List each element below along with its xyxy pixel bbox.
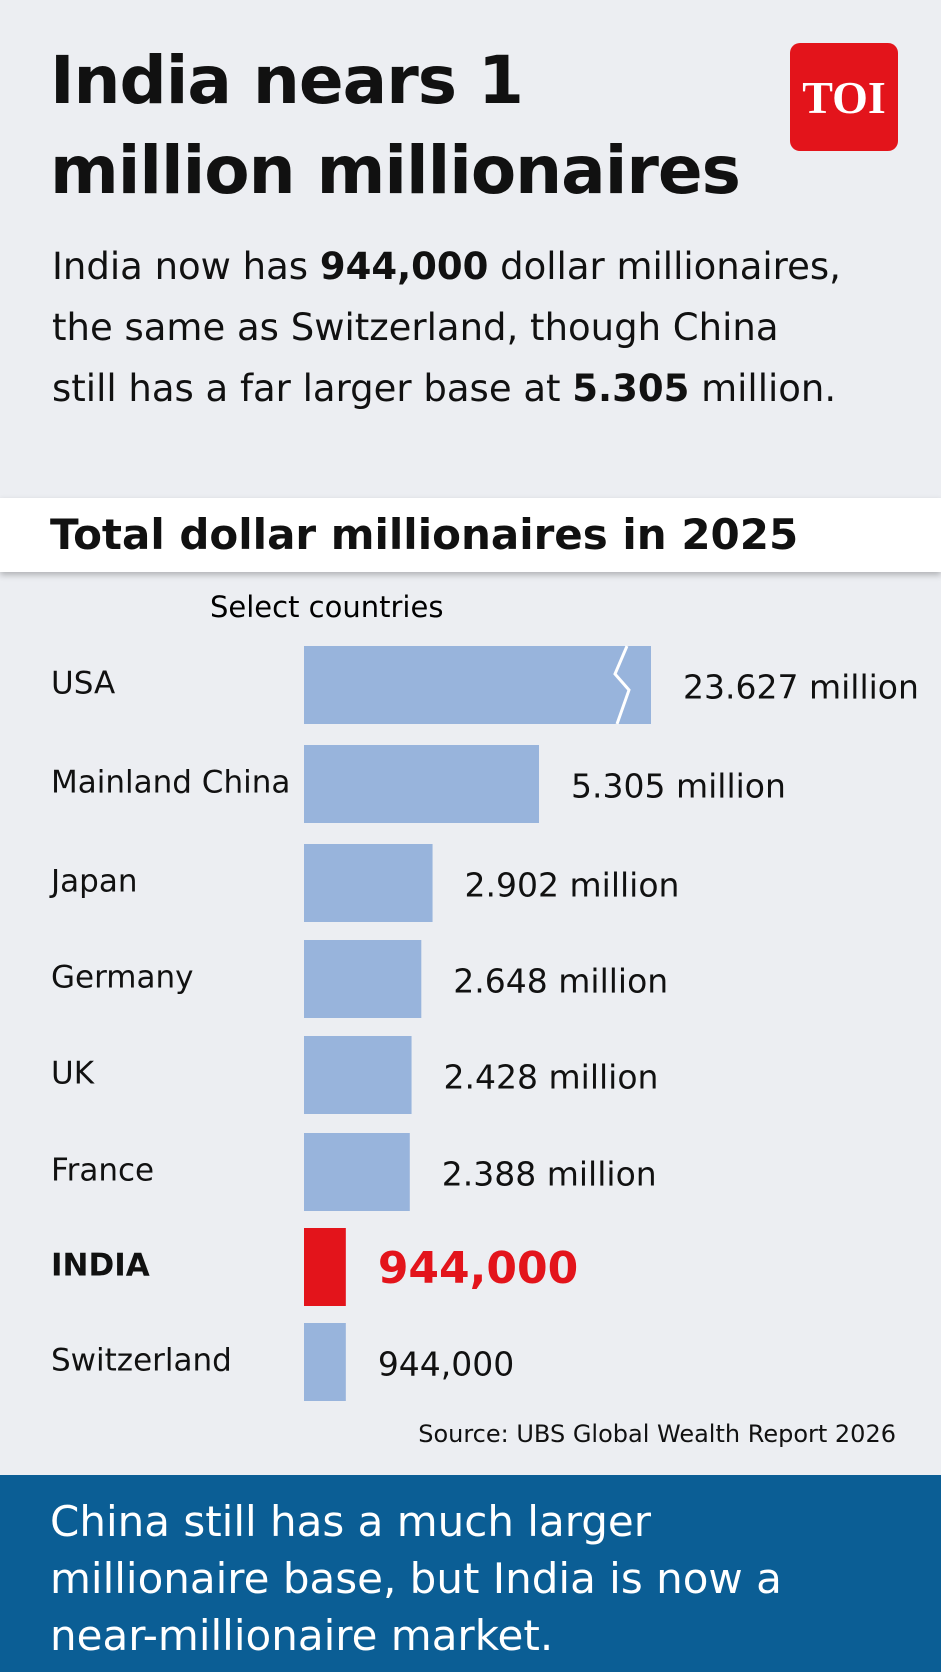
logo: TOI <box>790 43 898 151</box>
bar <box>304 940 422 1018</box>
category-label: Switzerland <box>51 1343 232 1379</box>
chart-title: Total dollar millionaires in 2025 <box>50 510 799 559</box>
axis-break <box>613 645 631 725</box>
source: Source: UBS Global Wealth Report 2026 <box>418 1420 896 1448</box>
footer-text: China still has a much larger millionair… <box>50 1497 782 1660</box>
value-label: 2.428 million <box>444 1058 659 1097</box>
subtitle-part: 5.305 <box>572 367 690 410</box>
value-label: 2.648 million <box>453 962 668 1001</box>
category-label: Germany <box>51 960 193 996</box>
chart-note: Select countries <box>210 590 443 624</box>
bar <box>304 1036 412 1114</box>
subtitle-part: million. <box>689 367 837 410</box>
subtitle: India now has 944,000 dollar millionaire… <box>52 236 842 419</box>
subtitle-part: 944,000 <box>319 245 489 288</box>
value-label: 23.627 million <box>683 668 919 707</box>
value-label: 2.902 million <box>465 866 680 905</box>
category-label: USA <box>51 666 115 702</box>
bar <box>304 1133 410 1211</box>
bar <box>304 1228 346 1306</box>
category-label: UK <box>51 1056 95 1092</box>
footer-band <box>0 1475 941 1672</box>
value-label: 944,000 <box>378 1243 578 1294</box>
bar <box>304 1323 346 1401</box>
category-label: France <box>51 1153 154 1189</box>
bar <box>304 646 651 724</box>
bar <box>304 844 433 922</box>
value-label: 5.305 million <box>571 767 786 806</box>
category-label: Japan <box>49 864 137 900</box>
bar <box>304 745 540 823</box>
value-label: 944,000 <box>378 1345 514 1384</box>
value-label: 2.388 million <box>442 1155 657 1194</box>
chart-title-band <box>0 498 941 572</box>
subtitle-part: India now has <box>52 245 320 288</box>
subtitle-part: dollar millionaires, the same as Switzer… <box>52 245 841 410</box>
chart: Select countries USA 23.627 million Mainlan… <box>49 590 919 1401</box>
category-label: Mainland China <box>51 765 290 801</box>
title: India nears 1 million millionaires <box>50 42 741 209</box>
category-label: INDIA <box>51 1248 150 1284</box>
